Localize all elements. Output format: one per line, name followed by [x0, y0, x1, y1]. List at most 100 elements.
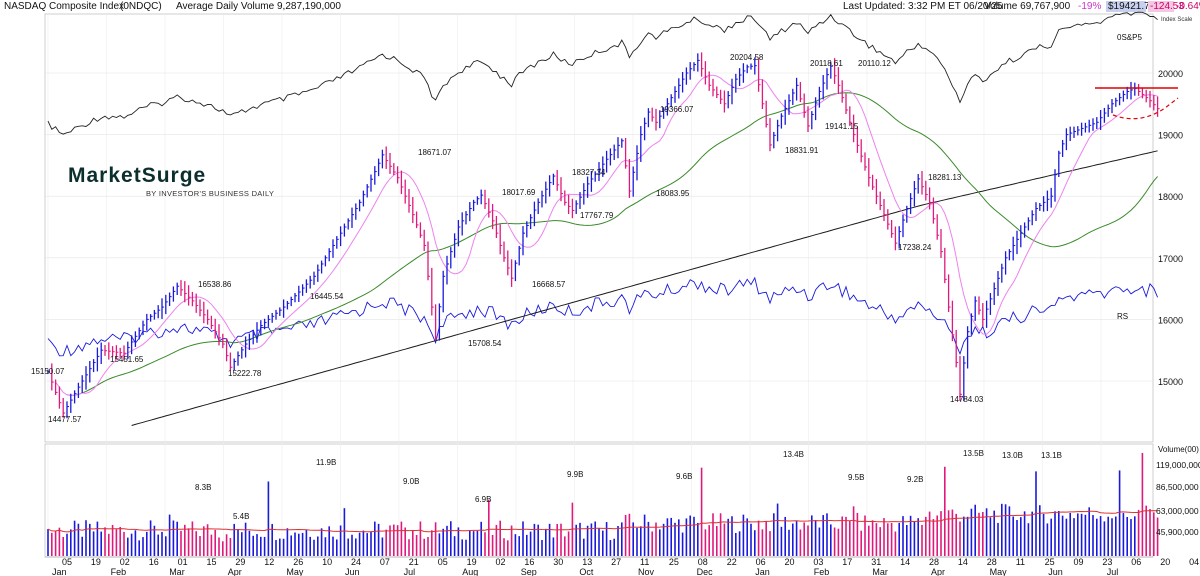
day-tick-label: 02: [120, 557, 130, 567]
month-tick-label: Apr: [228, 567, 242, 576]
logo-subtitle: BY INVESTOR'S BUSINESS DAILY: [146, 189, 275, 198]
month-tick-label: Sep: [521, 567, 537, 576]
last-price: $19421.75: [1108, 1, 1156, 12]
date-axis: 05 19 02 16 01 15 29 12 26 10 24 07 21 05 19 02 16 30 13 27…: [45, 556, 1199, 576]
day-tick-label: 28: [987, 557, 997, 567]
volume-annotation: 6.9B: [475, 495, 491, 504]
day-tick-label: 11: [1016, 557, 1025, 567]
day-tick-label: 14: [900, 557, 910, 567]
day-tick-label: 05: [438, 557, 448, 567]
ma-mid-line: [66, 92, 1158, 397]
sp500-line: [47, 11, 1158, 135]
month-tick-label: Jul: [404, 567, 416, 576]
sp500-path: [47, 11, 1158, 135]
volume-axis: 119,000,000 86,500,000 63,000,000 45,900,00…: [1156, 460, 1200, 537]
day-tick-label: 25: [669, 557, 679, 567]
day-tick-label: 04: [1189, 557, 1199, 567]
rs-label: RS: [1117, 312, 1128, 321]
day-tick-label: 17: [842, 557, 852, 567]
price-annotation: 14784.03: [950, 395, 984, 404]
day-tick-label: 19: [91, 557, 101, 567]
index-scale-label: Index Scale: [1161, 17, 1193, 23]
day-tick-label: 16: [524, 557, 534, 567]
volume-annotation: 9.0B: [403, 477, 419, 486]
month-tick-label: Jun: [345, 567, 360, 576]
pct-off-high: -19%: [1078, 1, 1101, 12]
price-annotation: 15708.54: [468, 339, 502, 348]
projection-line: [1112, 97, 1179, 120]
day-tick-label: 01: [178, 557, 188, 567]
sp500-label: 0S&P5: [1117, 33, 1142, 42]
day-tick-label: 20: [1160, 557, 1170, 567]
month-tick-label: Jan: [755, 567, 770, 576]
day-tick-label: 02: [496, 557, 506, 567]
day-tick-label: 12: [264, 557, 274, 567]
average-volume: Average Daily Volume 9,287,190,000: [176, 1, 341, 12]
volume-ma-line: [47, 510, 1158, 533]
volume-annotation: 13.1B: [1041, 451, 1062, 460]
price-bars: [47, 52, 1179, 419]
day-tick-label: 06: [756, 557, 766, 567]
day-tick-label: 28: [929, 557, 939, 567]
volume-annotation: 13.4B: [783, 450, 804, 459]
price-annotation: 14477.57: [48, 415, 82, 424]
month-tick-label: Jan: [52, 567, 67, 576]
month-tick-label: Jun: [1048, 567, 1063, 576]
day-tick-label: 31: [871, 557, 881, 567]
price-tick-label: 17000: [1158, 254, 1183, 264]
day-tick-label: 14: [958, 557, 968, 567]
day-tick-label: 23: [1102, 557, 1112, 567]
volume-tick-label: 86,500,000: [1156, 482, 1199, 492]
month-tick-label: Feb: [814, 567, 830, 576]
change-highlight: [1148, 1, 1174, 12]
month-tick-label: May: [990, 567, 1008, 576]
day-tick-label: 11: [640, 557, 649, 567]
price-annotation: 15150.07: [31, 367, 65, 376]
price-annotation: 18327.34: [572, 168, 606, 177]
month-tick-label: May: [286, 567, 304, 576]
month-tick-label: Aug: [462, 567, 478, 576]
day-tick-label: 20: [785, 557, 795, 567]
day-tick-label: 26: [293, 557, 303, 567]
gridlines: [45, 14, 1153, 557]
rs-path: [47, 276, 1159, 357]
day-tick-label: 09: [1074, 557, 1084, 567]
day-tick-label: 25: [1045, 557, 1055, 567]
month-tick-label: Nov: [638, 567, 655, 576]
volume-annotation: 13.5B: [963, 449, 984, 458]
volume-annotation: 5.4B: [233, 512, 249, 521]
price-tick-label: 20000: [1158, 69, 1183, 79]
volume-annotation: 9.5B: [848, 473, 864, 482]
volume-axis-title: Volume(00): [1158, 445, 1199, 454]
price-annotation: 19141.15: [825, 122, 859, 131]
price-annotation: 16445.54: [310, 292, 344, 301]
price-annotation: 17767.79: [580, 211, 614, 220]
volume-annotation: 11.9B: [316, 458, 336, 467]
day-tick-label: 29: [235, 557, 245, 567]
volume-annotation: 8.3B: [195, 483, 211, 492]
logo-title: MarketSurge: [68, 164, 207, 187]
day-tick-label: 03: [813, 557, 823, 567]
price-annotation: 16538.86: [198, 280, 232, 289]
volume-annotation: 9.2B: [907, 475, 923, 484]
day-tick-label: 07: [380, 557, 390, 567]
price-annotation: 18083.95: [656, 189, 690, 198]
day-tick-label: 22: [727, 557, 737, 567]
price-annotation: 15451.65: [110, 355, 144, 364]
price-change-pct: -0.64%: [1176, 1, 1200, 12]
index-symbol: (0NDQC): [120, 1, 162, 12]
month-tick-label: Mar: [169, 567, 185, 576]
day-tick-label: 10: [322, 557, 332, 567]
rs-line: [47, 276, 1159, 357]
day-tick-label: 19: [467, 557, 477, 567]
day-tick-label: 16: [149, 557, 159, 567]
price-annotation: 20118.61: [810, 59, 843, 68]
price-annotation: 18017.69: [502, 188, 536, 197]
ma-long-line: [131, 150, 1158, 426]
day-tick-label: 13: [582, 557, 592, 567]
price-annotation: 20204.58: [730, 53, 764, 62]
price-change: -124.53: [1150, 1, 1184, 12]
month-tick-label: Feb: [111, 567, 127, 576]
